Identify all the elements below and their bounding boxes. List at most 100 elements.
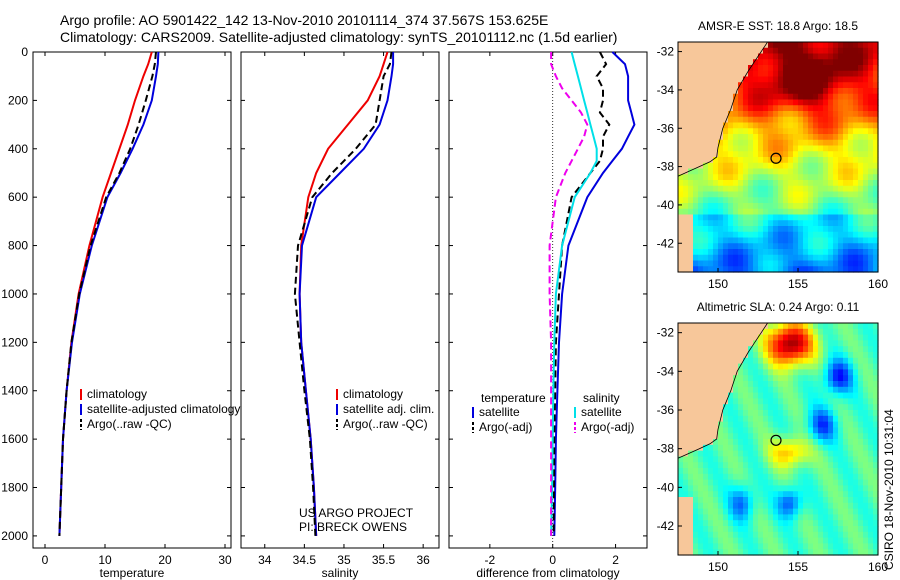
field-cell: [853, 191, 859, 198]
field-cell: [848, 243, 854, 250]
field-cell: [793, 226, 799, 233]
field-cell: [833, 346, 839, 353]
legend-label: Argo(-adj): [479, 420, 532, 434]
field-cell: [738, 116, 744, 124]
field-cell: [863, 456, 869, 463]
field-cell: [808, 111, 814, 118]
field-cell: [843, 369, 849, 376]
field-cell: [858, 93, 864, 101]
field-cell: [843, 151, 849, 158]
field-cell: [723, 444, 729, 452]
field-cell: [728, 243, 734, 250]
field-cell: [758, 82, 764, 89]
field-cell: [848, 386, 854, 394]
field-cell: [743, 243, 749, 250]
field-cell: [778, 174, 784, 181]
field-cell: [868, 116, 874, 124]
field-cell: [848, 203, 854, 210]
field-cell: [743, 392, 749, 399]
field-cell: [713, 456, 719, 463]
legend-label: Argo(..raw -QC): [343, 417, 428, 431]
field-cell: [738, 386, 744, 394]
field-cell: [748, 260, 754, 267]
field-cell: [833, 145, 839, 152]
field-cell: [813, 254, 819, 262]
field-cell: [818, 128, 824, 135]
field-cell: [818, 105, 824, 112]
field-cell: [793, 105, 799, 112]
field-cell: [823, 111, 829, 118]
field-cell: [858, 266, 864, 273]
field-cell: [843, 427, 849, 434]
land-cell: [678, 82, 684, 89]
land-cell: [698, 122, 704, 129]
field-cell: [843, 82, 849, 89]
field-cell: [833, 328, 839, 336]
land-cell: [733, 346, 739, 353]
field-cell: [743, 185, 749, 193]
field-cell: [818, 122, 824, 129]
field-cell: [768, 237, 774, 244]
land-cell: [683, 334, 689, 341]
field-cell: [803, 105, 809, 112]
land-cell: [678, 363, 684, 370]
field-cell: [868, 93, 874, 101]
field-cell: [838, 249, 844, 256]
field-cell: [838, 243, 844, 250]
field-cell: [848, 162, 854, 170]
field-cell: [713, 508, 719, 515]
field-cell: [823, 59, 829, 66]
field-cell: [813, 65, 819, 72]
field-cell: [808, 485, 814, 492]
field-cell: [753, 543, 759, 550]
land-cell: [713, 386, 719, 394]
land-cell: [748, 42, 754, 49]
field-cell: [848, 468, 854, 475]
field-cell: [813, 208, 819, 216]
field-cell: [753, 168, 759, 175]
field-cell: [853, 334, 859, 341]
field-cell: [763, 398, 769, 405]
field-cell: [828, 197, 834, 204]
land-cell: [703, 139, 709, 147]
land-cell: [683, 398, 689, 405]
field-cell: [813, 410, 819, 417]
field-cell: [723, 462, 729, 469]
field-cell: [723, 231, 729, 239]
land-cell: [698, 334, 704, 341]
field-cell: [768, 549, 774, 556]
field-cell: [748, 381, 754, 388]
field-cell: [818, 502, 824, 510]
field-cell: [753, 444, 759, 452]
land-cell: [708, 340, 714, 347]
field-cell: [868, 122, 874, 129]
field-cell: [858, 82, 864, 89]
plot-frame: [448, 51, 648, 549]
land-cell: [703, 381, 709, 388]
field-cell: [748, 174, 754, 181]
field-cell: [818, 151, 824, 158]
land-cell: [683, 531, 689, 539]
field-cell: [828, 456, 834, 463]
field-cell: [863, 334, 869, 341]
field-cell: [728, 526, 734, 533]
field-cell: [768, 226, 774, 233]
field-cell: [863, 53, 869, 60]
legend-label: Argo(..raw -QC): [87, 417, 172, 431]
field-cell: [843, 53, 849, 60]
land-cell: [683, 82, 689, 89]
land-cell: [698, 65, 704, 72]
field-cell: [738, 369, 744, 376]
field-cell: [803, 404, 809, 411]
field-cell: [823, 479, 829, 486]
field-cell: [783, 157, 789, 164]
field-cell: [863, 59, 869, 66]
field-cell: [728, 151, 734, 158]
field-cell: [813, 162, 819, 170]
field-cell: [853, 151, 859, 158]
land-cell: [688, 531, 694, 539]
field-cell: [768, 328, 774, 336]
field-cell: [728, 157, 734, 164]
field-cell: [733, 191, 739, 198]
field-cell: [763, 249, 769, 256]
